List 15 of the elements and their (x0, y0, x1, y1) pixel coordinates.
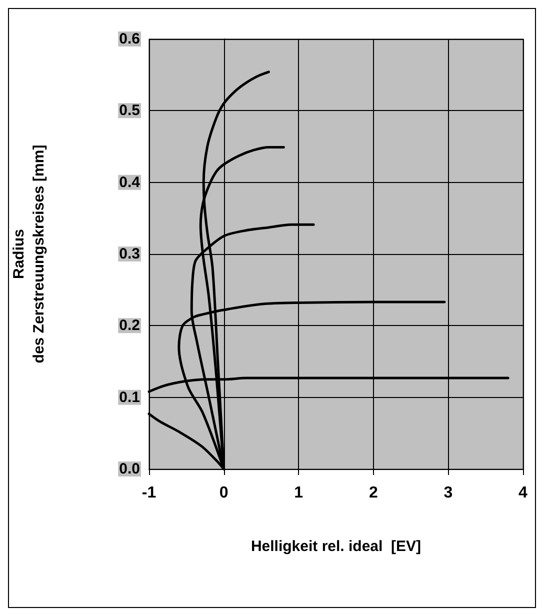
x-tick-label: 2 (368, 484, 378, 502)
x-tick-label: 1 (294, 484, 304, 502)
x-axis-title: Helligkeit rel. ideal [EV] (250, 538, 422, 555)
x-tick-label: -1 (142, 484, 156, 502)
x-tick-label: 3 (444, 484, 453, 502)
y-tick-label: 0.5 (119, 102, 140, 120)
y-tick-label: 0.3 (119, 246, 140, 262)
x-tick-label: 4 (518, 484, 528, 502)
x-tick-label: 0 (219, 484, 228, 502)
y-tick-label: 0.4 (119, 174, 141, 191)
y-axis-title: Radius des Zerstreuungskreises [mm] (10, 144, 48, 364)
y-tick-label: 0.1 (119, 388, 140, 406)
y-tick-label: 0.2 (119, 317, 140, 334)
y-tick-label: 0.6 (119, 30, 140, 48)
y-tick-label: 0.0 (119, 460, 140, 478)
